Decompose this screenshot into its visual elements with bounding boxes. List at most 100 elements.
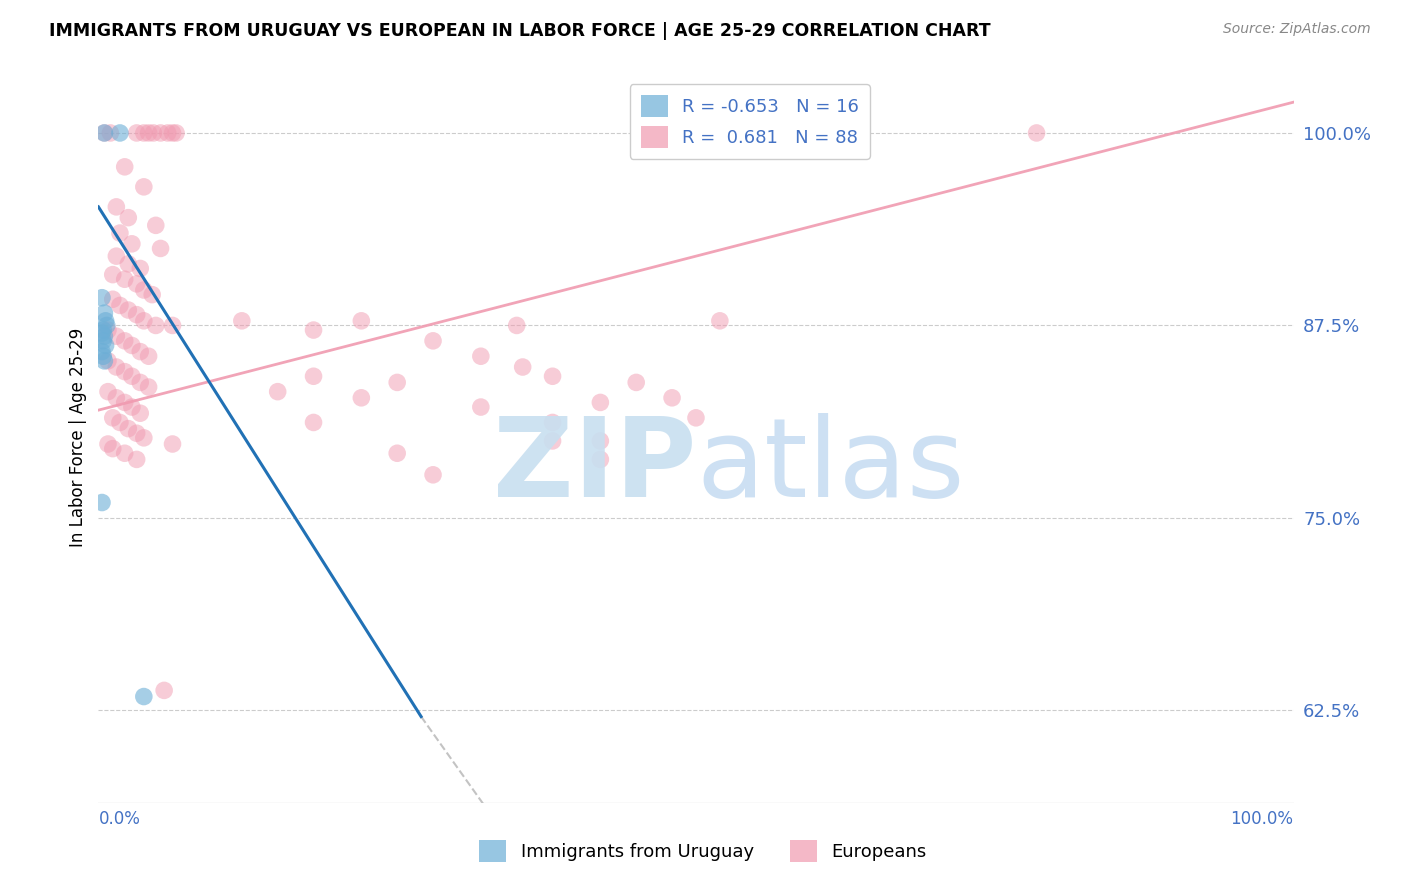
- Point: [422, 467, 444, 482]
- Point: [105, 391, 128, 405]
- Point: [117, 303, 139, 318]
- Point: [91, 323, 114, 337]
- Point: [96, 318, 118, 333]
- Point: [129, 376, 152, 390]
- Point: [834, 126, 856, 140]
- Point: [108, 416, 131, 430]
- Point: [589, 452, 612, 467]
- Point: [541, 416, 564, 430]
- Point: [141, 287, 163, 301]
- Point: [709, 314, 731, 328]
- Point: [541, 434, 564, 448]
- Point: [91, 344, 114, 359]
- Point: [125, 308, 148, 322]
- Point: [145, 318, 167, 333]
- Point: [138, 349, 160, 363]
- Point: [105, 200, 128, 214]
- Point: [125, 277, 148, 291]
- Point: [470, 349, 492, 363]
- Point: [589, 434, 612, 448]
- Point: [626, 376, 648, 390]
- Point: [114, 446, 136, 460]
- Point: [114, 365, 136, 379]
- Point: [302, 369, 325, 384]
- Point: [162, 318, 184, 333]
- Text: Source: ZipAtlas.com: Source: ZipAtlas.com: [1223, 22, 1371, 37]
- Point: [97, 437, 120, 451]
- Point: [1025, 126, 1047, 140]
- Point: [162, 437, 184, 451]
- Point: [138, 380, 160, 394]
- Point: [93, 306, 115, 320]
- Y-axis label: In Labor Force | Age 25-29: In Labor Force | Age 25-29: [69, 327, 87, 547]
- Point: [93, 126, 115, 140]
- Point: [91, 326, 114, 340]
- Point: [105, 359, 128, 374]
- Point: [302, 323, 325, 337]
- Text: IMMIGRANTS FROM URUGUAY VS EUROPEAN IN LABOR FORCE | AGE 25-29 CORRELATION CHART: IMMIGRANTS FROM URUGUAY VS EUROPEAN IN L…: [49, 22, 991, 40]
- Point: [105, 249, 128, 263]
- Point: [132, 431, 155, 445]
- Point: [129, 261, 152, 276]
- Point: [91, 291, 114, 305]
- Point: [470, 400, 492, 414]
- Point: [751, 126, 773, 140]
- Point: [121, 338, 143, 352]
- Point: [121, 369, 143, 384]
- Point: [91, 495, 114, 509]
- Point: [125, 126, 148, 140]
- Point: [153, 683, 176, 698]
- Point: [132, 690, 155, 704]
- Point: [108, 226, 131, 240]
- Point: [101, 268, 124, 282]
- Point: [422, 334, 444, 348]
- Point: [685, 410, 707, 425]
- Point: [91, 349, 114, 363]
- Point: [302, 416, 325, 430]
- Point: [94, 338, 117, 352]
- Point: [138, 126, 160, 140]
- Point: [91, 334, 114, 348]
- Point: [149, 126, 172, 140]
- Point: [385, 376, 409, 390]
- Point: [97, 354, 120, 368]
- Point: [385, 446, 409, 460]
- Point: [512, 359, 534, 374]
- Point: [105, 329, 128, 343]
- Point: [129, 344, 152, 359]
- Text: 0.0%: 0.0%: [98, 811, 141, 829]
- Point: [506, 318, 529, 333]
- Point: [125, 426, 148, 441]
- Point: [121, 236, 143, 251]
- Point: [267, 384, 290, 399]
- Point: [97, 384, 120, 399]
- Point: [132, 314, 155, 328]
- Point: [117, 257, 139, 271]
- Text: atlas: atlas: [696, 413, 965, 520]
- Text: ZIP: ZIP: [492, 413, 696, 520]
- Point: [142, 126, 165, 140]
- Point: [132, 179, 155, 194]
- Point: [101, 292, 124, 306]
- Point: [114, 272, 136, 286]
- Point: [165, 126, 187, 140]
- Point: [149, 242, 172, 256]
- Point: [121, 400, 143, 414]
- Point: [117, 422, 139, 436]
- Point: [101, 410, 124, 425]
- Point: [93, 126, 115, 140]
- Point: [114, 395, 136, 409]
- Point: [132, 126, 155, 140]
- Point: [117, 211, 139, 225]
- Point: [114, 334, 136, 348]
- Legend: Immigrants from Uruguay, Europeans: Immigrants from Uruguay, Europeans: [472, 833, 934, 870]
- Point: [350, 391, 373, 405]
- Text: 100.0%: 100.0%: [1230, 811, 1294, 829]
- Point: [129, 406, 152, 420]
- Point: [97, 323, 120, 337]
- Point: [93, 354, 115, 368]
- Point: [145, 219, 167, 233]
- Legend: R = -0.653   N = 16, R =  0.681   N = 88: R = -0.653 N = 16, R = 0.681 N = 88: [630, 84, 870, 159]
- Point: [108, 126, 131, 140]
- Point: [93, 329, 115, 343]
